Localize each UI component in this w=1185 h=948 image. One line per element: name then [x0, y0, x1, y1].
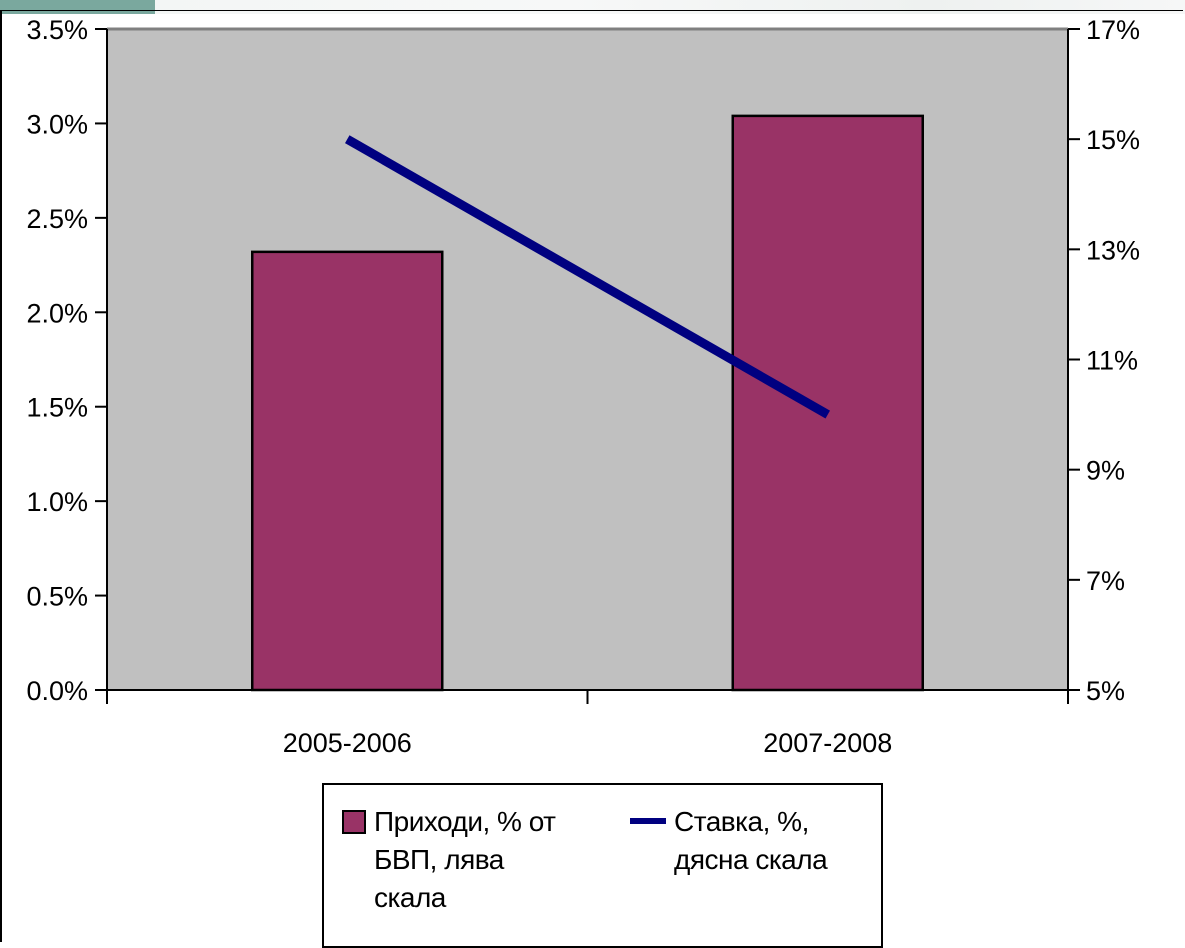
- right-tick-label: 5%: [1086, 676, 1125, 706]
- legend-label-revenue-line3: скала: [374, 882, 446, 913]
- left-tick-label: 2.0%: [26, 298, 88, 328]
- legend-label-rate-line2: дясна скала: [674, 844, 828, 875]
- left-tick-label: 2.5%: [26, 204, 88, 234]
- legend-item-revenue: Приходи, % от БВП, лява скала: [342, 803, 556, 917]
- right-tick-label: 9%: [1086, 456, 1125, 486]
- left-axis-ticks: 0.0% 0.5% 1.0% 1.5% 2.0% 2.5% 3.0% 3.5%: [26, 15, 107, 706]
- chart-frame: [0, 10, 1183, 942]
- x-tick-label: 2007-2008: [763, 728, 892, 758]
- legend-swatch-rate: [630, 818, 666, 824]
- legend-label-revenue-line2: БВП, лява: [374, 844, 504, 875]
- right-tick-label: 13%: [1086, 235, 1140, 265]
- left-tick-label: 0.5%: [26, 582, 88, 612]
- bar-2005-2006: [251, 250, 444, 692]
- right-tick-label: 11%: [1086, 346, 1138, 376]
- x-tick-label: 2005-2006: [283, 728, 412, 758]
- rate-line: [345, 135, 830, 419]
- right-axis-ticks: 5% 7% 9% 11% 13% 15% 17%: [1068, 15, 1140, 706]
- legend-swatch-revenue: [342, 810, 366, 834]
- chart-legend: Приходи, % от БВП, лява скала Ставка, %,…: [322, 783, 883, 948]
- left-tick-label: 3.5%: [26, 15, 88, 45]
- right-tick-label: 15%: [1086, 125, 1140, 155]
- left-tick-label: 3.0%: [26, 109, 88, 139]
- legend-label-revenue-line1: Приходи, % от: [374, 806, 556, 837]
- legend-label-rate: Ставка, %, дясна скала: [674, 803, 828, 879]
- legend-label-revenue: Приходи, % от БВП, лява скала: [374, 803, 556, 917]
- left-tick-label: 1.0%: [26, 487, 88, 517]
- right-tick-label: 7%: [1086, 566, 1125, 596]
- left-tick-label: 0.0%: [26, 676, 88, 706]
- legend-label-rate-line1: Ставка, %,: [674, 806, 809, 837]
- x-axis-ticks: 2005-2006 2007-2008: [106, 690, 1069, 758]
- line-series-group: [345, 135, 830, 419]
- bar-2007-2008: [731, 114, 924, 692]
- legend-item-rate: Ставка, %, дясна скала: [630, 803, 828, 879]
- left-tick-label: 1.5%: [26, 393, 88, 423]
- right-tick-label: 17%: [1086, 15, 1140, 45]
